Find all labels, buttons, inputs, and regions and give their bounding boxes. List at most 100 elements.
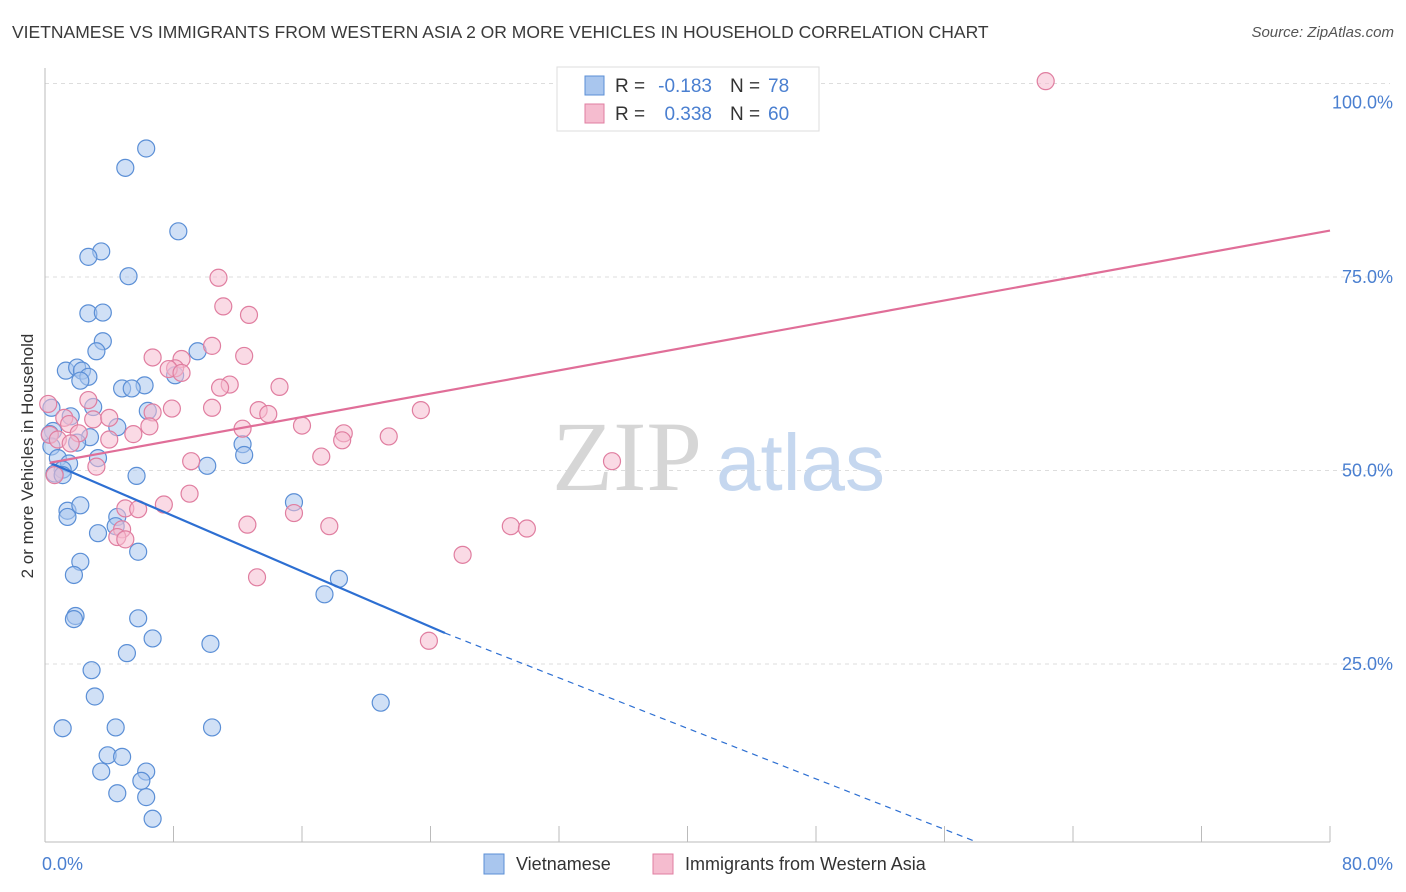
y-tick-label: 75.0% — [1342, 267, 1393, 287]
western-asia-point — [143, 348, 162, 367]
y-tick-labels: 25.0% 50.0% 75.0% 100.0% — [1332, 92, 1393, 674]
vietnamese-point — [122, 379, 141, 398]
vietnamese-trend-line — [49, 461, 446, 635]
western-asia-point — [202, 336, 222, 355]
vietnamese-point — [198, 456, 217, 475]
vietnamese-point — [92, 762, 111, 781]
western-asia-point — [209, 268, 228, 287]
series-legend-label-vietnamese: Vietnamese — [516, 854, 611, 874]
vietnamese-point — [129, 542, 148, 561]
legend-r-value-2: 0.338 — [664, 104, 712, 125]
legend-n-label-1: N = — [730, 76, 760, 97]
western-asia-point — [79, 390, 98, 410]
vietnamese-point — [71, 496, 90, 515]
western-asia-point — [247, 568, 267, 587]
vietnamese-point — [129, 609, 148, 628]
western-asia-point — [292, 416, 312, 435]
western-asia-point — [84, 410, 103, 429]
correlation-legend: R = -0.183 N = 78 R = 0.338 N = 60 — [556, 66, 820, 132]
western-asia-point — [1036, 72, 1055, 91]
western-asia-point — [239, 305, 259, 325]
western-asia-point — [116, 530, 135, 549]
watermark-zip: ZIP — [552, 401, 702, 512]
western-asia-trend-line — [49, 229, 1331, 464]
vietnamese-point — [235, 445, 254, 465]
vietnamese-point — [169, 222, 188, 241]
western-asia-point — [172, 363, 191, 383]
legend-swatch-pink — [584, 103, 605, 124]
vietnamese-point — [143, 629, 162, 648]
vietnamese-point — [371, 693, 390, 712]
western-asia-point — [517, 519, 536, 538]
series-legend-swatch-vietnamese — [483, 853, 505, 875]
western-asia-point — [419, 631, 438, 650]
western-asia-point — [182, 452, 201, 471]
x-tick-label-min: 0.0% — [42, 854, 83, 874]
series-legend: Vietnamese Immigrants from Western Asia — [483, 853, 927, 875]
western-asia-point — [61, 434, 80, 453]
vietnamese-point — [87, 342, 106, 361]
vietnamese-point — [71, 371, 90, 390]
vietnamese-point — [201, 634, 220, 653]
vietnamese-point — [315, 585, 334, 604]
western-asia-point — [453, 545, 472, 564]
western-asia-point — [284, 503, 304, 523]
x-tick-marks — [44, 826, 1331, 842]
vietnamese-point — [64, 609, 84, 629]
vietnamese-point — [202, 718, 222, 737]
western-asia-point — [140, 417, 159, 436]
western-asia-point — [259, 404, 278, 424]
series-legend-label-western-asia: Immigrants from Western Asia — [685, 854, 927, 874]
vietnamese-point — [93, 303, 112, 322]
vietnamese-point — [112, 747, 132, 766]
vietnamese-point — [127, 466, 146, 485]
western-asia-point — [379, 427, 398, 446]
vietnamese-point — [119, 267, 138, 286]
watermark-atlas: atlas — [716, 418, 885, 507]
western-asia-point — [100, 408, 119, 427]
watermark: ZIP atlas — [552, 401, 885, 512]
western-asia-point — [45, 466, 64, 485]
vietnamese-point — [137, 788, 156, 807]
vietnamese-trend-extension — [444, 632, 977, 843]
y-tick-label: 50.0% — [1342, 460, 1393, 480]
series-western-asia-points — [39, 72, 1055, 650]
x-tick-label-max: 80.0% — [1342, 854, 1393, 874]
western-asia-point — [238, 515, 257, 534]
western-asia-point — [162, 399, 181, 418]
source-label: Source: ZipAtlas.com — [1251, 24, 1394, 41]
western-asia-point — [235, 346, 254, 366]
western-asia-point — [39, 394, 58, 414]
vietnamese-point — [58, 507, 77, 527]
western-asia-point — [333, 431, 352, 450]
legend-r-label-1: R = — [615, 76, 645, 97]
western-asia-point — [180, 484, 199, 503]
vietnamese-point — [106, 718, 125, 737]
western-asia-point — [210, 378, 230, 397]
legend-swatch-blue — [584, 75, 605, 96]
western-asia-point — [602, 452, 622, 471]
chart-title: VIETNAMESE VS IMMIGRANTS FROM WESTERN AS… — [12, 22, 989, 42]
y-axis-label: 2 or more Vehicles in Household — [18, 334, 37, 579]
legend-n-value-2: 60 — [768, 104, 789, 125]
legend-r-value-1: -0.183 — [658, 76, 712, 97]
vietnamese-point — [137, 139, 156, 158]
vietnamese-point — [85, 687, 104, 706]
western-asia-point — [100, 430, 119, 449]
series-legend-swatch-western-asia — [652, 853, 674, 875]
vietnamese-point — [108, 784, 127, 803]
trend-lines — [49, 229, 1331, 843]
western-asia-point — [124, 425, 143, 444]
vietnamese-point — [116, 158, 135, 177]
legend-r-label-2: R = — [615, 104, 645, 125]
western-asia-point — [87, 457, 106, 476]
y-tick-label: 25.0% — [1342, 654, 1393, 674]
western-asia-point — [501, 517, 520, 536]
vietnamese-point — [88, 524, 108, 543]
vietnamese-point — [117, 644, 137, 663]
vietnamese-point — [143, 809, 162, 828]
series-vietnamese-points — [40, 139, 390, 828]
vietnamese-point — [53, 719, 72, 738]
western-asia-point — [202, 398, 222, 417]
